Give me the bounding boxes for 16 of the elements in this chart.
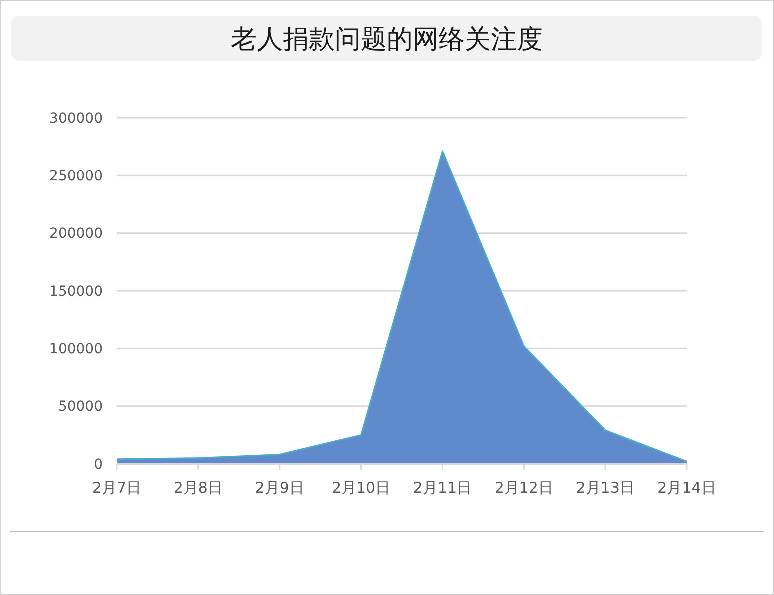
y-tick-label: 100000 — [50, 342, 103, 358]
x-tick-label: 2月13日 — [576, 479, 635, 497]
x-tick-label: 2月8日 — [174, 479, 223, 497]
y-tick-label: 150000 — [50, 284, 103, 300]
x-tick-label: 2月10日 — [332, 479, 391, 497]
x-tick-label: 2月14日 — [658, 479, 716, 497]
y-tick-label: 250000 — [50, 168, 103, 185]
chart-title: 老人捐款问题的网络关注度 — [231, 25, 543, 55]
y-tick-label: 0 — [94, 456, 103, 473]
y-tick-label: 300000 — [50, 110, 103, 127]
x-tick-label: 2月9日 — [255, 479, 304, 497]
x-tick-label: 2月11日 — [413, 479, 472, 497]
x-tick-label: 2月7日 — [92, 479, 142, 497]
x-tick-label: 2月12日 — [494, 479, 554, 497]
y-tick-label: 200000 — [50, 226, 103, 242]
y-tick-label: 50000 — [58, 399, 103, 416]
